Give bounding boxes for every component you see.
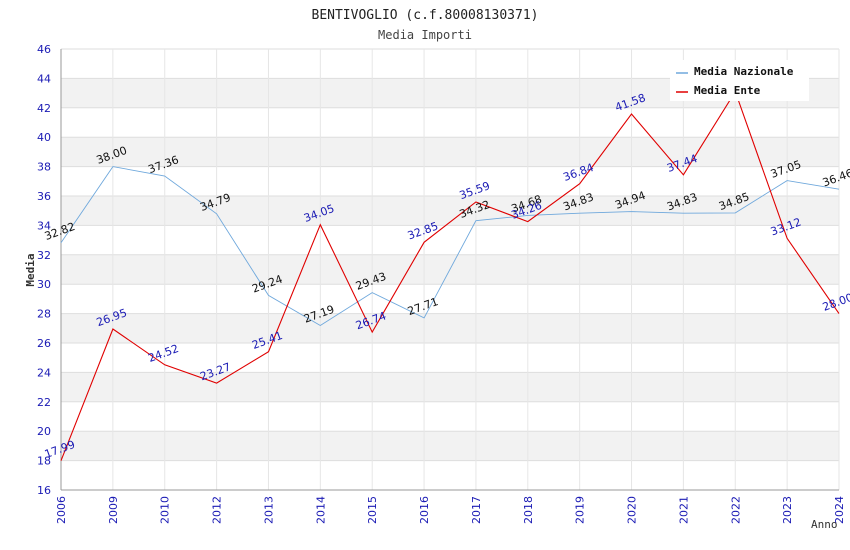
chart-subtitle: Media Importi xyxy=(378,28,472,42)
x-tick-label: 2020 xyxy=(626,496,639,524)
legend-label-nazionale: Media Nazionale xyxy=(694,65,794,78)
y-tick-label: 26 xyxy=(37,337,51,350)
y-tick-label: 28 xyxy=(37,308,51,321)
x-tick-label: 2014 xyxy=(314,496,327,524)
x-tick-label: 2010 xyxy=(159,496,172,524)
grid-band xyxy=(61,431,839,461)
x-tick-label: 2013 xyxy=(262,496,275,524)
legend-label-ente: Media Ente xyxy=(694,84,761,97)
y-tick-label: 36 xyxy=(37,190,51,203)
y-tick-label: 34 xyxy=(37,219,51,232)
x-tick-label: 2009 xyxy=(107,496,120,524)
grid-band xyxy=(61,137,839,167)
grid-bands xyxy=(60,48,840,491)
x-tick-label: 2018 xyxy=(522,496,535,524)
legend: Media Nazionale Media Ente xyxy=(670,60,809,101)
x-tick-labels: 2006 2009 2010 2012 2013 2014 2015 2016 2017 2018… xyxy=(55,496,846,524)
x-tick-label: 2016 xyxy=(418,496,431,524)
x-tick-label: 2022 xyxy=(729,496,742,524)
x-tick-label: 2006 xyxy=(55,496,68,524)
grid-band xyxy=(61,372,839,402)
chart-title: BENTIVOGLIO (c.f.80008130371) xyxy=(312,8,539,23)
x-tick-label: 2024 xyxy=(833,496,846,524)
legend-box xyxy=(670,60,809,101)
y-tick-label: 42 xyxy=(37,102,51,115)
grid-band xyxy=(61,313,839,343)
y-tick-label: 24 xyxy=(37,366,51,379)
x-tick-label: 2012 xyxy=(211,496,224,524)
y-axis-label: Media xyxy=(24,253,37,286)
y-tick-label: 40 xyxy=(37,131,51,144)
data-label-nazionale: 36.46 xyxy=(821,166,850,189)
y-tick-labels: 16 18 20 22 24 26 28 30 32 34 36 38 40 42 44 46 xyxy=(37,43,51,497)
y-tick-label: 30 xyxy=(37,278,51,291)
x-tick-label: 2019 xyxy=(574,496,587,524)
axes xyxy=(60,49,839,491)
y-tick-label: 32 xyxy=(37,249,51,262)
y-tick-label: 46 xyxy=(37,43,51,56)
x-tick-label: 2017 xyxy=(470,496,483,524)
x-axis-label: Anno xyxy=(811,518,838,531)
series-line-ente xyxy=(60,90,840,461)
y-tick-label: 38 xyxy=(37,161,51,174)
x-tick-label: 2021 xyxy=(677,496,690,524)
series-lines xyxy=(60,90,840,461)
y-tick-label: 18 xyxy=(37,455,51,468)
data-label-ente: 24.52 xyxy=(146,342,180,365)
x-tick-label: 2015 xyxy=(366,496,379,524)
y-tick-label: 20 xyxy=(37,425,51,438)
series-line-nazionale xyxy=(60,166,840,327)
x-tick-label: 2023 xyxy=(781,496,794,524)
grid-band xyxy=(61,196,839,226)
y-tick-label: 16 xyxy=(37,484,51,497)
y-tick-label: 22 xyxy=(37,396,51,409)
y-tick-label: 44 xyxy=(37,72,51,85)
